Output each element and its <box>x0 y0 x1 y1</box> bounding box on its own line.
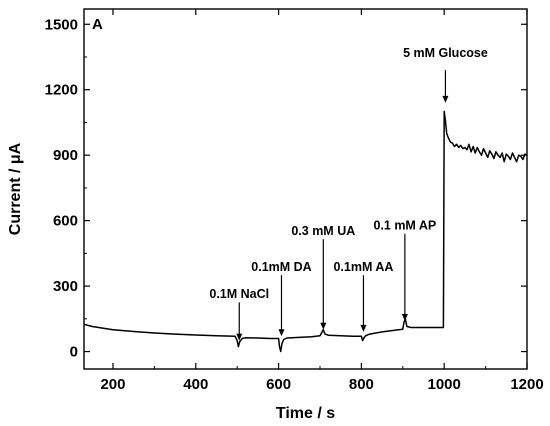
y-axis-title: Current / μA <box>7 142 24 235</box>
panel-label: A <box>92 16 103 33</box>
annotation-label: 0.1mM AA <box>333 260 393 274</box>
x-tick-label: 600 <box>266 376 291 393</box>
annotation-arrow-head <box>236 333 243 341</box>
annotation-arrow-head <box>278 329 285 337</box>
annotation-arrow-head <box>442 95 449 103</box>
x-tick-label: 200 <box>100 376 125 393</box>
annotation-label: 5 mM Glucose <box>403 46 488 60</box>
plot-area: 200 400 600 800 1000 1200 0 300 600 900 1200 1500 0.… <box>45 8 544 393</box>
current-series-line <box>83 110 528 353</box>
annotation-label: 0.1M NaCl <box>209 287 269 301</box>
y-tick-label: 900 <box>53 147 78 164</box>
annotation-arrow-head <box>401 314 408 321</box>
annotation-arrow-head <box>320 322 327 330</box>
y-tick-label: 300 <box>53 278 78 295</box>
annotation-label: 0.1 mM AP <box>373 218 436 232</box>
annotation-arrow-head <box>360 324 367 332</box>
y-tick-label: 1200 <box>45 82 78 99</box>
x-tick-label: 1000 <box>428 376 461 393</box>
annotation-label: 0.1mM DA <box>251 260 311 274</box>
y-tick-label: 1500 <box>45 16 78 33</box>
x-tick-label: 800 <box>349 376 374 393</box>
x-axis-title: Time / s <box>276 405 335 422</box>
plot-frame <box>83 8 528 370</box>
y-tick-label: 600 <box>53 213 78 230</box>
annotation-label: 0.3 mM UA <box>291 224 355 238</box>
y-tick-label: 0 <box>70 344 78 361</box>
x-tick-label: 400 <box>183 376 208 393</box>
x-tick-label: 1200 <box>510 376 543 393</box>
